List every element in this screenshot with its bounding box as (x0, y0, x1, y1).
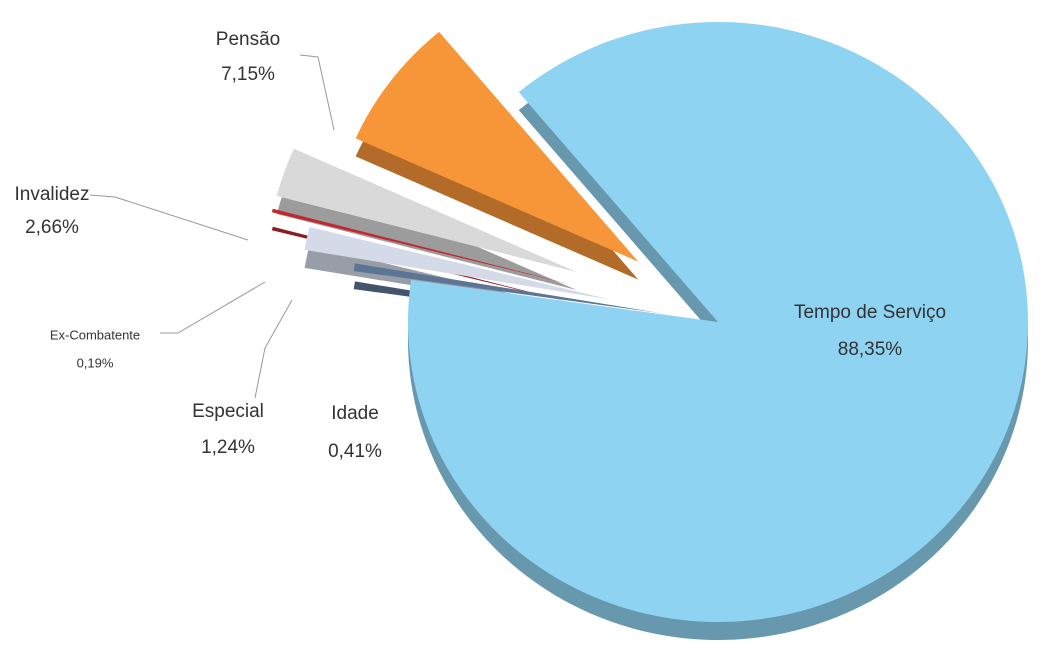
leader-line (254, 299, 293, 399)
slice-label: Invalidez (15, 184, 90, 205)
slice-label: Tempo de Serviço (794, 302, 946, 323)
slice (408, 22, 1028, 623)
slice-label: Ex-Combatente (50, 327, 140, 342)
labels: Tempo de Serviço 88,35% Idade 0,41% Especial… (15, 29, 947, 462)
leader-line (160, 281, 266, 334)
slice (276, 148, 577, 272)
value-label: 0,41% (328, 441, 382, 462)
leader-line (89, 194, 249, 241)
slice-label: Especial (192, 401, 264, 422)
slice-label: Idade (331, 403, 379, 424)
value-label: 1,24% (201, 437, 255, 458)
leader-lines (89, 54, 335, 399)
slice (304, 226, 611, 300)
value-label: 7,15% (221, 64, 275, 85)
slice (271, 208, 573, 285)
pie (271, 22, 1028, 640)
value-label: 88,35% (838, 339, 903, 360)
slice (353, 263, 661, 314)
value-label: 0,19% (77, 355, 114, 370)
value-label: 2,66% (25, 217, 79, 238)
leader-line (299, 54, 335, 131)
slice (355, 31, 639, 262)
slice-label: Pensão (216, 29, 280, 50)
